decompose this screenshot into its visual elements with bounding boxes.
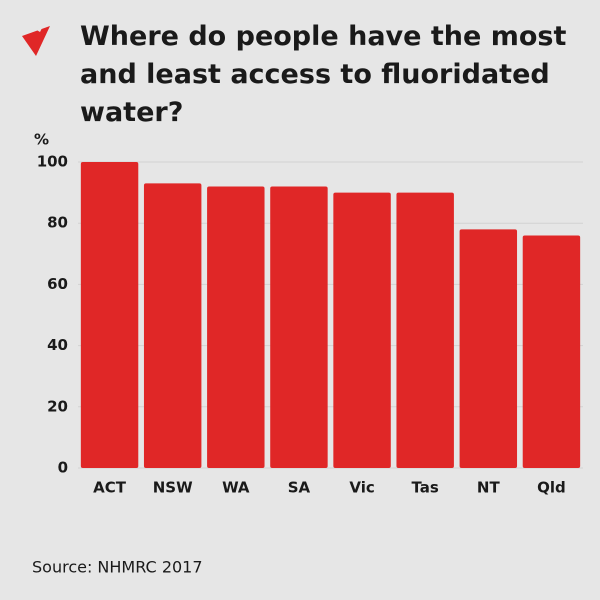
x-tick-label: WA xyxy=(222,479,250,497)
y-axis-label: % xyxy=(34,131,49,149)
source: Source: NHMRC 2017 xyxy=(32,558,203,577)
x-tick-label: NT xyxy=(477,479,501,497)
bar xyxy=(396,192,454,468)
y-tick-label: 100 xyxy=(37,153,68,171)
bar xyxy=(207,186,265,469)
x-tick-label: Tas xyxy=(412,479,439,497)
logo xyxy=(22,20,50,56)
x-tick-label: NSW xyxy=(153,479,193,497)
bar xyxy=(459,229,518,468)
bar xyxy=(522,235,581,468)
y-tick-label: 60 xyxy=(47,275,68,293)
y-tick-label: 20 xyxy=(47,397,68,415)
bar xyxy=(270,186,328,469)
chart-title: Where do people have the most and least … xyxy=(80,21,567,128)
bar xyxy=(80,162,139,468)
bar xyxy=(143,183,202,469)
y-tick-label: 0 xyxy=(58,459,68,477)
x-tick-label: Qld xyxy=(537,479,566,497)
bar xyxy=(333,192,391,468)
x-tick-label: ACT xyxy=(93,479,127,497)
y-tick-label: 80 xyxy=(47,214,68,232)
y-tick-label: 40 xyxy=(47,336,68,354)
x-tick-label: SA xyxy=(288,479,311,497)
x-tick-label: Vic xyxy=(349,479,374,497)
